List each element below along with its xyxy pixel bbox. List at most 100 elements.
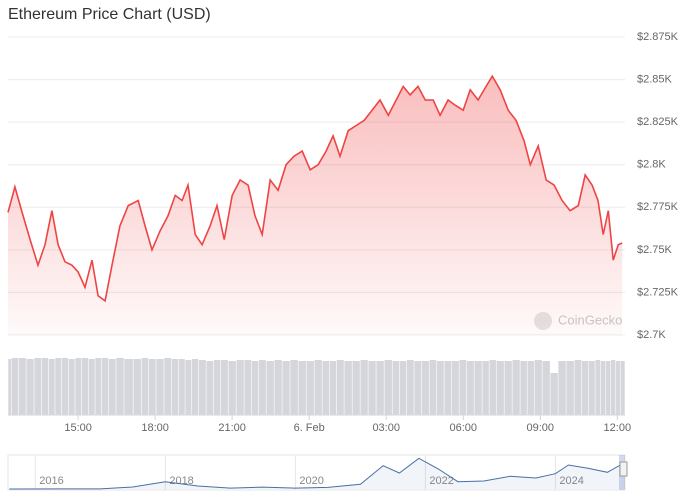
y-tick-label: $2.75K <box>637 244 673 256</box>
volume-bar <box>108 359 116 415</box>
volume-bar <box>399 361 407 415</box>
volume-bar <box>534 360 542 415</box>
volume-bar <box>251 361 259 415</box>
volume-bar <box>588 361 595 415</box>
volume-bar <box>95 358 102 415</box>
volume-bar <box>141 358 149 415</box>
x-tick-label: 6. Feb <box>294 422 325 434</box>
volume-bar <box>344 361 352 415</box>
y-tick-label: $2.875K <box>637 31 679 43</box>
volume-bar <box>384 360 392 415</box>
volume-bar <box>26 359 34 415</box>
volume-bar <box>88 359 95 415</box>
volume-bar <box>558 361 566 415</box>
volume-bar <box>474 361 482 415</box>
x-tick-label: 21:00 <box>218 422 246 434</box>
volume-bar <box>542 361 550 415</box>
volume-bar <box>489 360 496 415</box>
volume-bar <box>185 360 192 415</box>
volume-bar <box>156 359 164 415</box>
volume-bar <box>376 361 384 415</box>
volume-bar <box>148 359 156 415</box>
volume-bar <box>282 361 290 415</box>
volume-bar <box>314 360 322 415</box>
volume-bar <box>459 360 467 415</box>
volume-bar <box>8 359 12 415</box>
volume-bar <box>213 360 221 415</box>
volume-bar <box>444 361 452 415</box>
volume-bar <box>600 361 606 415</box>
volume-bar <box>414 361 422 415</box>
volume-bar <box>274 360 282 415</box>
navigator-tick-label: 2016 <box>39 475 63 487</box>
volume-bar <box>392 361 400 415</box>
volume-bar <box>191 359 199 415</box>
volume-bar <box>574 360 582 415</box>
navigator-area <box>9 458 626 489</box>
volume-bar <box>606 361 611 415</box>
volume-bar <box>81 358 89 415</box>
volume-bar <box>133 359 142 415</box>
volume-bar <box>482 361 489 415</box>
volume-bar <box>116 358 124 415</box>
navigator-tick-label: 2018 <box>169 475 193 487</box>
volume-bar <box>11 358 19 415</box>
volume-bar <box>61 358 69 415</box>
volume-bar <box>467 361 474 415</box>
volume-bar <box>329 361 337 415</box>
y-tick-label: $2.85K <box>637 73 673 85</box>
volume-bar <box>429 360 437 415</box>
volume-bar <box>198 360 206 415</box>
y-tick-label: $2.8K <box>637 159 666 171</box>
volume-bar <box>406 360 414 415</box>
volume-bar <box>236 360 244 415</box>
volume-bar <box>124 359 133 415</box>
navigator-tick-label: 2022 <box>429 475 453 487</box>
volume-bar <box>68 359 75 415</box>
y-tick-label: $2.825K <box>637 116 679 128</box>
x-tick-label: 18:00 <box>141 422 169 434</box>
volume-bar <box>566 361 574 415</box>
volume-bar <box>620 361 625 415</box>
volume-bar <box>18 358 26 415</box>
volume-bar <box>527 361 534 415</box>
volume-bar <box>336 360 344 415</box>
volume-bar <box>75 358 82 415</box>
y-tick-label: $2.725K <box>637 286 679 298</box>
volume-bar <box>360 360 368 415</box>
volume-bar <box>595 360 601 415</box>
volume-bar <box>178 359 185 415</box>
volume-bar <box>504 361 512 415</box>
volume-bar <box>258 360 266 415</box>
volume-bar <box>436 361 444 415</box>
chart-title: Ethereum Price Chart (USD) <box>8 6 211 23</box>
volume-bar <box>616 361 620 415</box>
volume-bar <box>550 373 558 415</box>
volume-bar <box>352 361 360 415</box>
y-tick-label: $2.7K <box>637 329 666 341</box>
volume-bar <box>34 358 42 415</box>
volume-bar <box>520 361 527 415</box>
volume-bar <box>48 359 55 415</box>
x-tick-label: 12:00 <box>604 422 632 434</box>
volume-bar <box>298 361 306 415</box>
volume-bar <box>228 361 236 415</box>
volume-bar <box>322 361 330 415</box>
volume-bar <box>220 360 228 415</box>
volume-bar <box>306 361 314 415</box>
volume-bar <box>421 361 429 415</box>
navigator-handle[interactable] <box>619 461 628 477</box>
volume-bar <box>266 361 274 415</box>
volume-bar <box>496 361 504 415</box>
navigator-tick-label: 2024 <box>559 475 583 487</box>
volume-bar <box>512 360 520 415</box>
volume-bar <box>55 358 62 415</box>
volume-bar <box>164 358 172 415</box>
volume-bar <box>244 360 252 415</box>
volume-bar <box>611 360 616 415</box>
x-tick-label: 15:00 <box>64 422 92 434</box>
price-line <box>7 74 623 303</box>
volume-bar <box>582 361 589 415</box>
y-tick-label: $2.775K <box>637 201 679 213</box>
